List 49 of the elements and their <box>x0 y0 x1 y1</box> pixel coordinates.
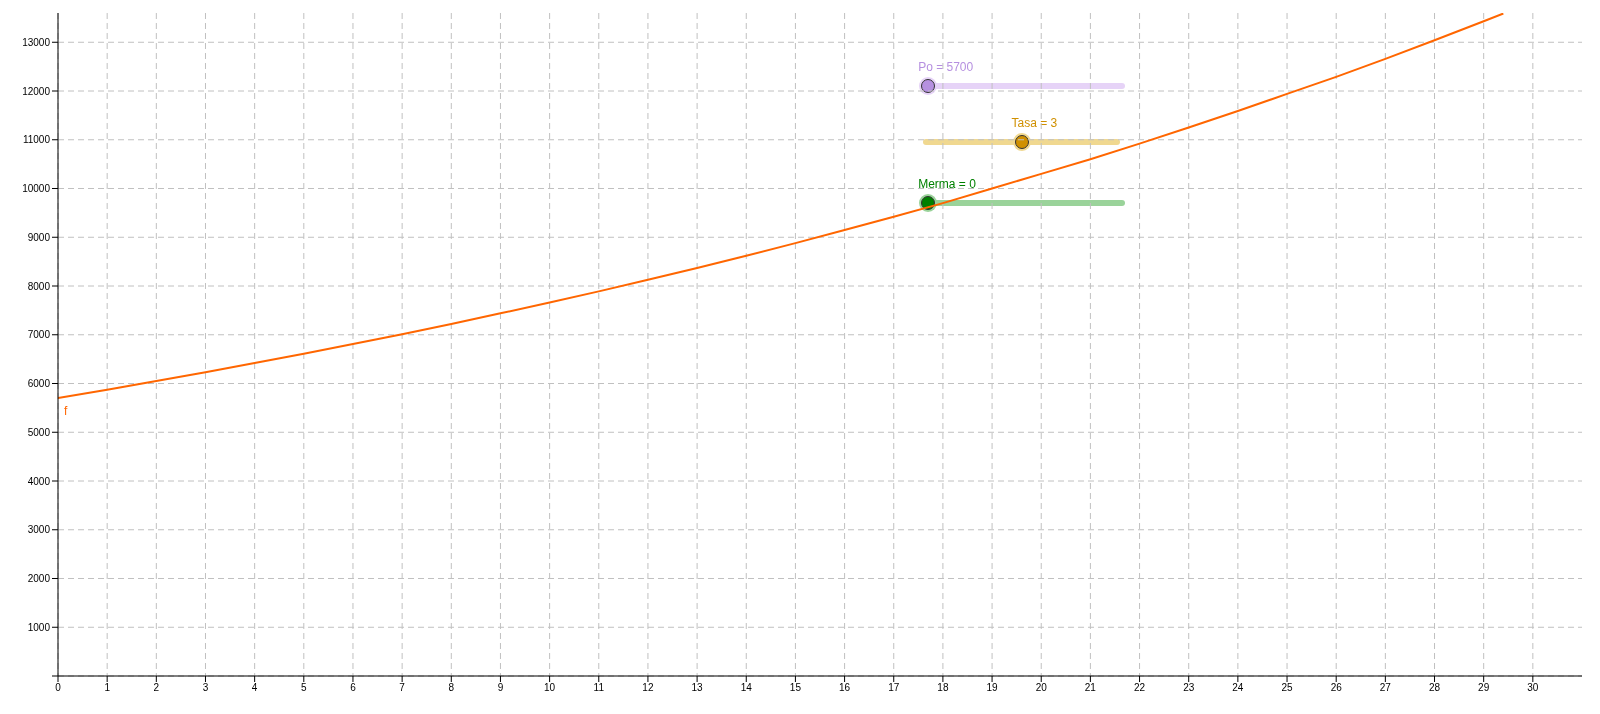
y-tick-label: 13000 <box>22 36 51 48</box>
x-tick-label: 6 <box>350 682 357 694</box>
x-tick-label: 4 <box>251 682 258 694</box>
x-tick-label: 5 <box>301 682 308 694</box>
y-tick-label: 1000 <box>27 621 51 633</box>
x-tick-label: 14 <box>740 682 753 694</box>
y-tick-label: 6000 <box>27 378 51 390</box>
x-tick-label: 28 <box>1428 682 1441 694</box>
x-tick-label: 21 <box>1084 682 1097 694</box>
x-tick-label: 9 <box>497 682 504 694</box>
x-tick-label: 16 <box>839 682 851 694</box>
x-tick-label: 3 <box>202 682 209 694</box>
x-tick-label: 15 <box>789 682 802 694</box>
y-tick-label: 8000 <box>27 280 51 292</box>
x-tick-label: 20 <box>1035 682 1048 694</box>
x-tick-label: 25 <box>1281 682 1294 694</box>
x-tick-label: 19 <box>986 682 999 694</box>
x-tick-label: 11 <box>593 682 605 694</box>
x-tick-label: 17 <box>888 682 900 694</box>
x-tick-label: 2 <box>153 682 160 694</box>
y-tick-label: 7000 <box>27 329 51 341</box>
x-tick-label: 0 <box>55 682 62 694</box>
series-label: f <box>64 404 68 419</box>
x-tick-label: 24 <box>1232 682 1244 694</box>
y-tick-label: 4000 <box>27 475 51 487</box>
x-tick-label: 29 <box>1478 682 1490 694</box>
x-tick-label: 30 <box>1527 682 1539 694</box>
x-tick-label: 1 <box>104 682 111 694</box>
x-tick-label: 22 <box>1133 682 1146 694</box>
y-tick-label: 2000 <box>27 573 51 585</box>
line-series <box>58 13 1505 400</box>
x-tick-label: 12 <box>642 682 654 694</box>
x-tick-label: 18 <box>937 682 949 694</box>
x-tick-label: 26 <box>1330 682 1343 694</box>
y-tick-label: 9000 <box>27 231 51 243</box>
annotation: Po = 5700 <box>918 60 974 75</box>
y-tick-label: 5000 <box>27 426 51 438</box>
y-tick-label: 12000 <box>22 85 51 97</box>
y-tick-label: 10000 <box>22 183 51 195</box>
x-tick-label: 27 <box>1379 682 1392 694</box>
annotation: Tasa = 3 <box>1011 116 1058 131</box>
y-tick-label: 3000 <box>27 524 51 536</box>
x-tick-label: 23 <box>1183 682 1195 694</box>
annotation: Merma = 0 <box>918 177 976 192</box>
x-tick-label: 10 <box>544 682 556 694</box>
y-tick-label: 11000 <box>22 134 51 146</box>
x-tick-label: 7 <box>399 682 406 694</box>
x-tick-label: 13 <box>691 682 704 694</box>
x-tick-label: 8 <box>448 682 455 694</box>
